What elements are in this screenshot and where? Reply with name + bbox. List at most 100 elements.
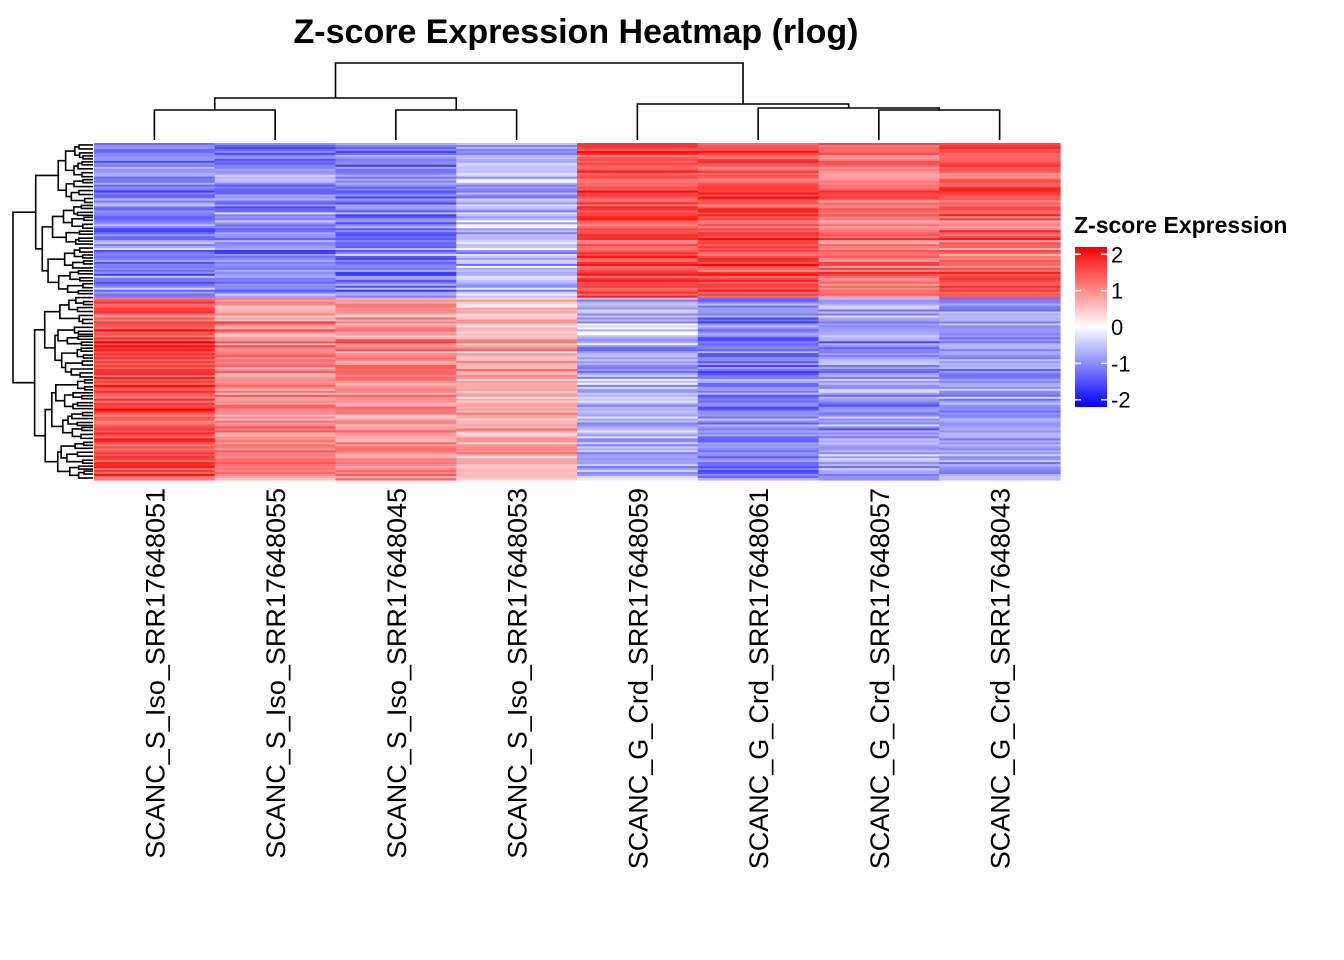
dendrogram-branch [82, 178, 88, 184]
heatmap-cell [818, 182, 940, 186]
heatmap-cell [335, 361, 457, 364]
heatmap-cell [335, 367, 457, 370]
heatmap-cell [335, 273, 457, 277]
heatmap-cell [939, 252, 1061, 255]
heatmap-cell [94, 164, 216, 168]
heatmap-cell [577, 363, 699, 366]
heatmap-cell [94, 329, 216, 332]
heatmap-cell [818, 178, 940, 182]
heatmap-cell [456, 400, 578, 404]
heatmap-cell [939, 232, 1061, 235]
legend-tick-label: 0 [1111, 315, 1123, 340]
heatmap-cell [697, 269, 820, 273]
heatmap-cell [697, 176, 820, 180]
heatmap-cell [94, 236, 216, 239]
heatmap-cell [818, 313, 940, 317]
heatmap-cell [577, 412, 699, 416]
heatmap-cell [94, 160, 216, 164]
heatmap-cell [818, 200, 940, 204]
heatmap-cell [818, 434, 940, 437]
heatmap-cell [697, 295, 820, 299]
heatmap-cell [577, 396, 699, 400]
heatmap-cell [818, 190, 940, 194]
heatmap-cell [214, 273, 337, 277]
heatmap-cell [94, 367, 216, 370]
heatmap-cell [94, 291, 216, 295]
heatmap-cell [697, 216, 820, 219]
heatmap-cell [697, 339, 820, 342]
heatmap-cell [335, 202, 457, 206]
heatmap-cell [335, 426, 457, 430]
heatmap-cell [697, 406, 820, 410]
heatmap-cell [335, 355, 457, 358]
heatmap-cell [335, 319, 457, 323]
heatmap-cell [697, 186, 820, 190]
heatmap-cell [697, 460, 820, 463]
heatmap-cell [939, 418, 1061, 422]
heatmap-cell [697, 476, 820, 479]
heatmap-cell [335, 218, 457, 221]
heatmap-cell [939, 226, 1061, 229]
heatmap-cell [335, 345, 457, 348]
heatmap-cell [939, 434, 1061, 437]
heatmap-cell [818, 206, 940, 210]
heatmap-cell [939, 378, 1061, 382]
heatmap-cell [577, 182, 699, 186]
heatmap-cell [456, 353, 578, 356]
heatmap-cell [94, 204, 216, 208]
heatmap-cell [939, 351, 1061, 354]
heatmap-cell [939, 476, 1061, 479]
heatmap-cell [939, 392, 1061, 396]
heatmap-cell [577, 357, 699, 360]
heatmap-cell [577, 248, 699, 251]
heatmap-cell [94, 226, 216, 229]
heatmap-cell [939, 384, 1061, 388]
heatmap-cell [697, 220, 820, 223]
heatmap-cell [577, 218, 699, 221]
column-label: SCANC_G_Crd_SRR17648057 [865, 488, 895, 869]
heatmap-cell [939, 414, 1061, 418]
heatmap-cell [697, 478, 820, 481]
heatmap-cell [818, 372, 940, 376]
heatmap-cell [335, 291, 457, 295]
heatmap-cell [456, 307, 578, 311]
heatmap-cell [697, 152, 820, 156]
heatmap-cell [456, 349, 578, 352]
heatmap-cell [335, 182, 457, 186]
heatmap-cell [335, 404, 457, 408]
heatmap-cell [335, 259, 457, 263]
heatmap-cell [577, 269, 699, 273]
heatmap-cell [456, 317, 578, 321]
heatmap-cell [214, 162, 337, 166]
heatmap-cell [456, 232, 578, 235]
heatmap-cell [456, 367, 578, 370]
heatmap-cell [939, 325, 1061, 328]
heatmap-cell [94, 452, 216, 455]
dendrogram-branch [72, 391, 88, 399]
heatmap-cell [818, 394, 940, 398]
heatmap-cell [214, 188, 337, 192]
heatmap-cell [939, 470, 1061, 473]
heatmap-cell [939, 236, 1061, 239]
heatmap-cell [939, 216, 1061, 219]
heatmap-cell [335, 424, 457, 428]
heatmap-cell [697, 448, 820, 451]
heatmap-cell [818, 152, 940, 156]
dendrogram-branch [83, 216, 88, 222]
heatmap-cell [335, 160, 457, 164]
heatmap-cell [214, 478, 337, 481]
heatmap-cell [818, 370, 940, 374]
heatmap-cell [456, 263, 578, 267]
heatmap-cell [818, 438, 940, 441]
heatmap-cell [335, 456, 457, 459]
heatmap-cell [818, 271, 940, 275]
heatmap-cell [818, 220, 940, 223]
heatmap-cell [214, 325, 337, 328]
heatmap-cell [214, 204, 337, 208]
heatmap-cell [577, 198, 699, 202]
heatmap-cell [939, 238, 1061, 241]
heatmap-cell [335, 418, 457, 422]
heatmap-cell [939, 422, 1061, 426]
heatmap-cell [335, 216, 457, 219]
heatmap-cell [577, 228, 699, 231]
